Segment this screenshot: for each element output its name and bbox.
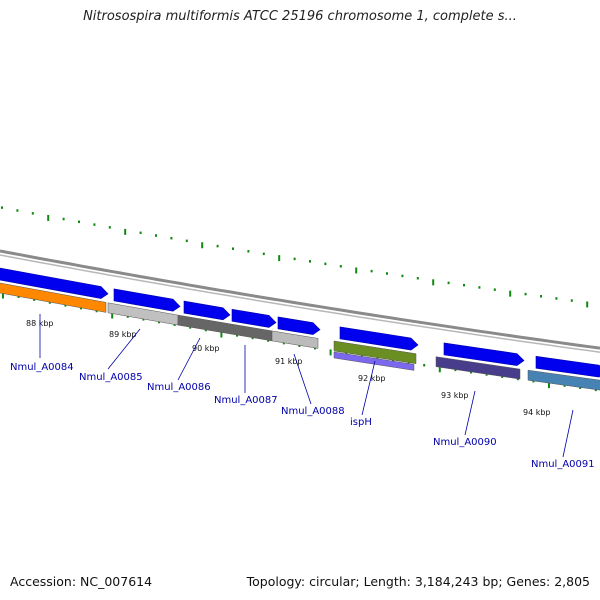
forward-arrow [231, 308, 277, 328]
cds-bar [333, 340, 417, 364]
cds-bar [271, 330, 319, 349]
forward-arrow [535, 355, 600, 378]
scale-label: 90 kbp [192, 344, 220, 353]
forward-arrow [443, 342, 525, 366]
forward-arrow [339, 326, 419, 351]
cds-bar [527, 369, 600, 391]
forward-arrow [183, 300, 231, 321]
forward-arrow [277, 316, 321, 335]
forward-arrow [113, 288, 181, 312]
gene-label: Nmul_A0090 [433, 437, 497, 448]
gene-leader-line [293, 353, 312, 405]
gene-label: Nmul_A0084 [10, 362, 74, 373]
gene-label: Nmul_A0091 [531, 459, 595, 470]
backbone-line [0, 249, 600, 350]
gene-label: Nmul_A0087 [214, 395, 278, 406]
forward-arrow [0, 267, 109, 299]
gene-leader-line [177, 337, 201, 381]
feature-arrows [0, 267, 600, 378]
gene-leader-line [361, 360, 376, 416]
scale-label: 91 kbp [275, 357, 303, 366]
cds-bars [0, 282, 600, 391]
scale-label: 92 kbp [358, 374, 386, 383]
backbone-layer [0, 249, 600, 353]
scale-label: 89 kbp [109, 330, 137, 339]
scale-label: 94 kbp [523, 408, 551, 417]
scale-label: 93 kbp [441, 391, 469, 400]
accession-text: Accession: NC_007614 [10, 574, 153, 589]
tick-marks [1, 206, 597, 392]
gene-label: Nmul_A0088 [281, 406, 345, 417]
gene-label: Nmul_A0086 [147, 382, 211, 393]
map-title: Nitrosospira multiformis ATCC 25196 chro… [83, 9, 517, 24]
gene-leader-lines: Nmul_A0084 Nmul_A0085 Nmul_A0086Nmul_A0087… [10, 314, 595, 470]
topology-summary: Topology: circular; Length: 3,184,243 bp… [246, 574, 590, 589]
cds-bar [0, 282, 107, 313]
gene-leader-line [107, 328, 141, 370]
gene-leader-line [562, 409, 574, 458]
gene-label: ispH [350, 417, 372, 428]
gene-leader-line [464, 390, 476, 436]
backbone-line [0, 254, 600, 353]
cds-bar-secondary [333, 351, 415, 371]
cds-bar [435, 356, 521, 380]
gene-label: Nmul_A0085 [79, 372, 143, 383]
